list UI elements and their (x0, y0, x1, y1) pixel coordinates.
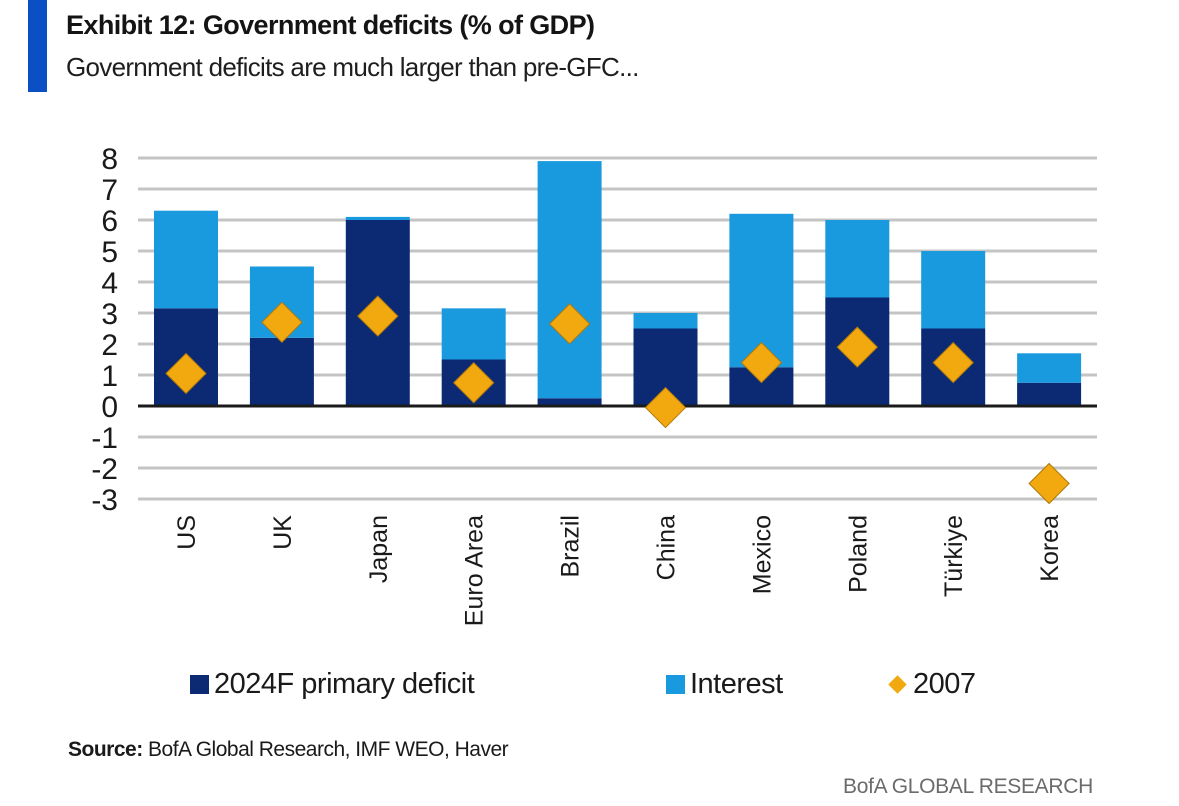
y-tick-label: -2 (91, 453, 118, 486)
marker-2007 (836, 326, 879, 368)
bar-interest (1017, 353, 1082, 383)
bar-interest (921, 251, 986, 329)
legend-label: Interest (690, 668, 783, 700)
chart-subtitle: Government deficits are much larger than… (66, 52, 639, 82)
bar-primary-deficit (1017, 382, 1082, 406)
marker-2007 (452, 362, 495, 404)
legend-diamond-icon (888, 675, 907, 694)
bar-interest (441, 308, 506, 360)
y-tick-label: 8 (101, 143, 118, 176)
x-tick-label: UK (269, 515, 297, 550)
legend-item-2007: 2007 (887, 668, 976, 701)
marker-2007 (1028, 462, 1070, 505)
y-tick-label: -1 (91, 422, 118, 455)
legend-item-interest: Interest (666, 668, 783, 701)
markers-2007 (165, 295, 1070, 505)
marker-2007 (165, 352, 207, 395)
x-tick-label: US (173, 515, 201, 550)
source-note: Source: BofA Global Research, IMF WEO, H… (68, 738, 509, 762)
y-tick-label: 7 (101, 174, 118, 207)
x-tick-label: Korea (1036, 515, 1064, 582)
bar-interest (345, 216, 410, 220)
legend-label: 2007 (913, 668, 976, 700)
bars (154, 161, 1082, 406)
y-tick-label: 1 (101, 360, 118, 393)
legend-swatch-interest (666, 675, 685, 694)
bar-interest (537, 161, 602, 399)
bar-primary-deficit (249, 337, 314, 406)
marker-2007 (932, 341, 974, 384)
x-tick-label: China (653, 515, 681, 580)
y-tick-label: 3 (101, 298, 118, 331)
marker-2007 (548, 303, 591, 345)
marker-2007 (261, 301, 303, 344)
bar-interest (633, 313, 698, 329)
bar-primary-deficit (537, 398, 602, 406)
marker-2007 (644, 386, 687, 429)
title-accent-bar (28, 0, 47, 92)
legend: 2024F primary deficit Interest 2007 (0, 668, 1179, 708)
y-tick-label: 4 (101, 267, 118, 300)
x-tick-label: Türkiye (940, 515, 968, 597)
y-tick-label: 0 (101, 391, 118, 424)
legend-swatch-primary-deficit (190, 675, 209, 694)
legend-label: 2024F primary deficit (214, 668, 475, 700)
y-tick-label: 2 (101, 329, 118, 362)
brand-footer: BofA GLOBAL RESEARCH (843, 775, 1093, 798)
x-tick-label: Euro Area (461, 515, 489, 626)
bar-interest (729, 213, 794, 368)
x-tick-label: Japan (365, 515, 393, 583)
bar-interest (825, 220, 890, 298)
legend-item-primary-deficit: 2024F primary deficit (190, 668, 475, 701)
bar-interest (154, 210, 218, 309)
x-axis-ticks: US UK Japan Euro Area Brazil China Mexico Polan… (173, 515, 1064, 627)
y-tick-label: 6 (101, 205, 118, 238)
y-tick-label: -3 (91, 484, 118, 517)
x-tick-label: Brazil (557, 515, 585, 578)
marker-2007 (357, 295, 399, 337)
x-tick-label: Mexico (748, 515, 776, 594)
y-tick-label: 5 (101, 236, 118, 269)
marker-2007 (740, 341, 783, 384)
source-text: BofA Global Research, IMF WEO, Haver (142, 738, 509, 761)
x-tick-label: Poland (844, 515, 872, 593)
source-label: Source: (68, 738, 143, 761)
chart-title: Exhibit 12: Government deficits (% of GD… (66, 10, 595, 40)
